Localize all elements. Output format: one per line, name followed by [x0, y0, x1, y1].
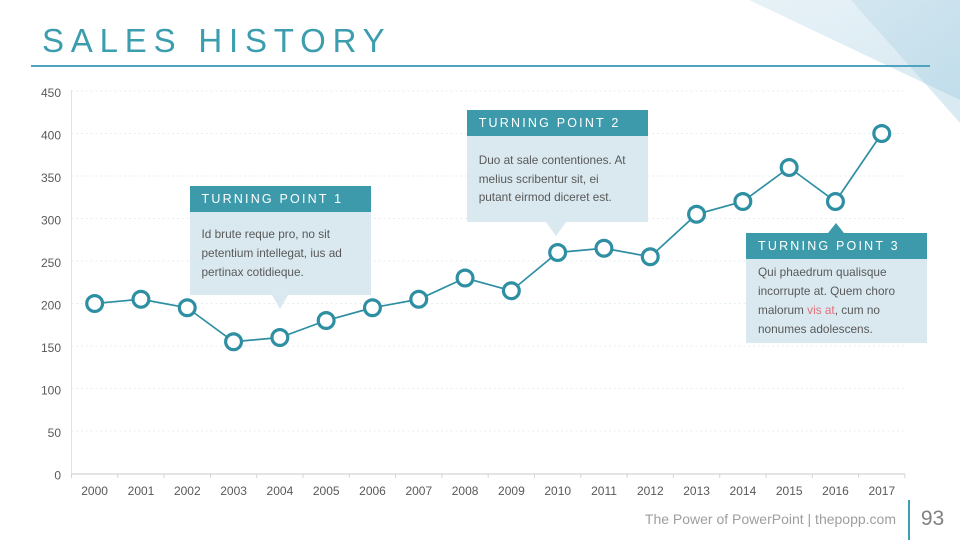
svg-text:450: 450: [41, 86, 61, 100]
svg-text:350: 350: [41, 171, 61, 185]
svg-text:2003: 2003: [220, 484, 247, 498]
svg-text:2001: 2001: [128, 484, 155, 498]
svg-text:400: 400: [41, 128, 61, 142]
svg-text:2014: 2014: [730, 484, 757, 498]
svg-text:250: 250: [41, 256, 61, 270]
svg-text:2012: 2012: [637, 484, 664, 498]
svg-text:2006: 2006: [359, 484, 386, 498]
svg-text:2013: 2013: [683, 484, 710, 498]
svg-text:2011: 2011: [591, 484, 617, 498]
svg-text:50: 50: [48, 426, 62, 440]
svg-text:2010: 2010: [544, 484, 571, 498]
svg-text:2016: 2016: [822, 484, 849, 498]
svg-text:200: 200: [41, 298, 61, 312]
svg-text:2007: 2007: [405, 484, 432, 498]
svg-text:2015: 2015: [776, 484, 803, 498]
svg-text:2009: 2009: [498, 484, 525, 498]
svg-text:2000: 2000: [81, 484, 108, 498]
svg-text:2002: 2002: [174, 484, 201, 498]
svg-text:0: 0: [54, 468, 61, 482]
svg-text:300: 300: [41, 213, 61, 227]
svg-text:150: 150: [41, 341, 61, 355]
svg-text:100: 100: [41, 383, 61, 397]
svg-text:2017: 2017: [868, 484, 895, 498]
svg-text:2008: 2008: [452, 484, 479, 498]
svg-text:2004: 2004: [267, 484, 294, 498]
svg-text:2005: 2005: [313, 484, 340, 498]
